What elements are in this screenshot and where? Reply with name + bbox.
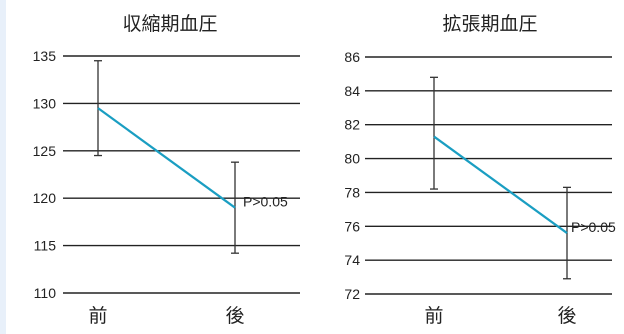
y-tick-label: 78 (344, 184, 360, 200)
p-value-annotation: P>0.05 (571, 219, 616, 235)
p-value-annotation: P>0.05 (243, 194, 288, 210)
y-tick-label: 115 (34, 238, 57, 254)
chart-title: 収縮期血圧 (122, 13, 217, 35)
left-border-strip (0, 0, 6, 334)
y-tick-label: 135 (33, 48, 57, 64)
y-tick-label: 86 (344, 49, 360, 65)
y-tick-label: 125 (33, 143, 57, 159)
y-tick-label: 84 (344, 83, 360, 99)
y-tick-label: 130 (33, 95, 57, 111)
chart-title: 拡張期血圧 (442, 13, 537, 35)
y-tick-label: 120 (33, 190, 57, 206)
y-tick-label: 82 (344, 117, 360, 133)
x-tick-label: 後 (225, 305, 244, 327)
y-tick-label: 110 (34, 285, 57, 301)
x-tick-label: 前 (88, 305, 107, 327)
series-line (97, 107, 236, 209)
y-tick-label: 72 (344, 286, 360, 302)
x-tick-label: 後 (557, 305, 576, 327)
y-tick-label: 74 (344, 252, 360, 268)
y-tick-label: 76 (344, 218, 360, 234)
x-tick-label: 前 (424, 305, 443, 327)
series-line (433, 135, 568, 234)
y-tick-label: 80 (344, 151, 360, 167)
